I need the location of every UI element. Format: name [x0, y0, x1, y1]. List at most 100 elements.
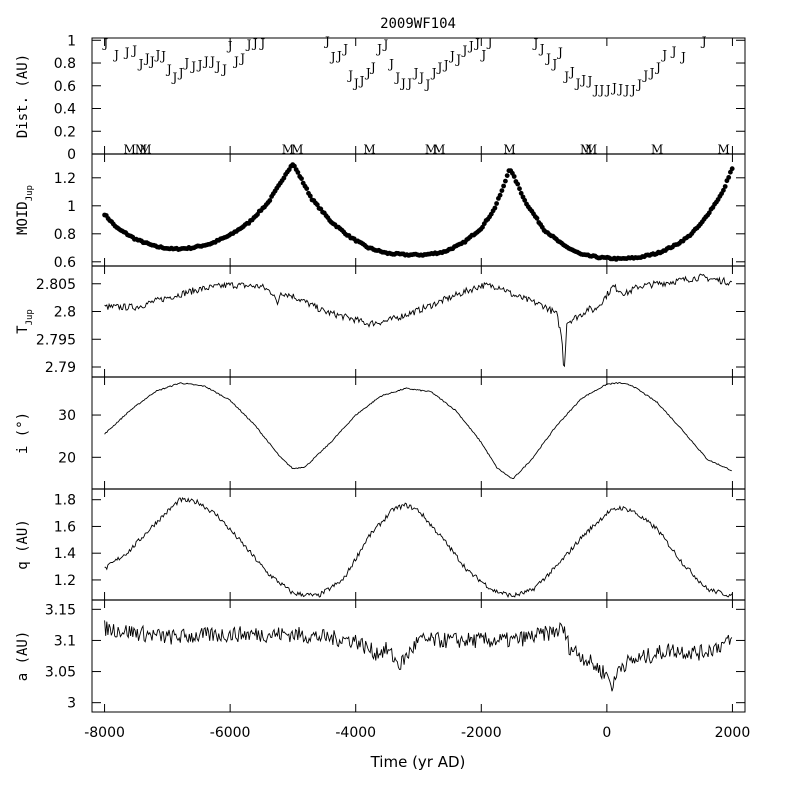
moid-point	[534, 215, 540, 221]
marker-J: J	[208, 55, 215, 69]
marker-J: J	[226, 39, 233, 53]
y-axis-label-q: q (AU)	[15, 519, 31, 570]
y-axis-label-subscript: Jup	[25, 309, 35, 325]
y-tick-label: 0	[67, 147, 76, 163]
y-axis-label-a: a (AU)	[15, 631, 31, 682]
marker-J: J	[700, 34, 707, 48]
x-tick-label: -2000	[461, 725, 502, 741]
marker-J: J	[442, 58, 449, 72]
marker-J: J	[660, 48, 667, 62]
y-tick-label: 1.2	[54, 573, 76, 589]
marker-J: J	[238, 51, 245, 65]
moid-point	[504, 173, 510, 179]
moid-point	[515, 181, 521, 187]
marker-J: J	[170, 71, 177, 85]
y-tick-label: 2.805	[36, 277, 76, 293]
marker-J: J	[393, 71, 400, 85]
marker-J: J	[123, 46, 130, 60]
marker-J: J	[568, 65, 575, 79]
marker-M: M	[718, 142, 730, 156]
moid-point	[729, 166, 735, 172]
moid-point	[511, 174, 517, 179]
marker-J: J	[137, 57, 144, 71]
marker-M: M	[503, 142, 515, 156]
marker-J: J	[479, 48, 486, 62]
y-tick-label: 0.8	[54, 227, 76, 243]
moid-point	[492, 205, 498, 211]
marker-J: J	[251, 37, 258, 51]
marker-J: J	[258, 37, 265, 51]
panel-frame	[91, 488, 746, 601]
marker-J: J	[323, 34, 330, 48]
y-tick-label: 3.1	[54, 633, 76, 649]
y-tick-label: 20	[58, 450, 76, 466]
series-line-tjup	[104, 273, 733, 368]
moid-point	[726, 175, 732, 180]
panel-a: 3 3.05 3.1 3.15 a (AU)	[15, 599, 746, 713]
y-tick-label: 30	[58, 408, 76, 424]
marker-M: M	[124, 142, 136, 156]
marker-J: J	[189, 59, 196, 73]
marker-J: J	[417, 71, 424, 85]
marker-J: J	[461, 43, 468, 57]
y-tick-label: 1.2	[54, 171, 76, 187]
marker-J: J	[182, 56, 189, 70]
marker-J: J	[143, 51, 150, 65]
moid-point	[281, 175, 287, 181]
x-tick-label: 0	[602, 725, 611, 741]
moid-point	[494, 201, 499, 206]
y-tick-label: 1.6	[54, 519, 76, 535]
marker-J: J	[202, 55, 209, 69]
y-tick-label: 3	[67, 696, 76, 712]
moid-point	[517, 186, 522, 192]
moid-point	[499, 188, 505, 194]
marker-M: M	[651, 142, 663, 156]
marker-J: J	[556, 46, 563, 60]
marker-J: J	[375, 42, 382, 56]
moid-point	[314, 202, 320, 208]
panel-moid: 0.6 0.8 1 1.2 MOIDJup	[15, 153, 746, 271]
marker-J: J	[670, 45, 677, 59]
series-line-q	[104, 496, 733, 599]
marker-J: J	[346, 68, 353, 82]
y-tick-label: 3.05	[45, 665, 76, 681]
y-axis-label-tjup: TJup	[15, 309, 35, 334]
moid-point	[503, 178, 508, 184]
panel-frame	[91, 265, 746, 378]
moid-point	[299, 176, 304, 182]
marker-J: J	[177, 66, 184, 80]
panel-incl: 20 30 i (°)	[15, 376, 746, 490]
marker-J: J	[214, 59, 221, 73]
marker-M: M	[139, 142, 151, 156]
marker-J: J	[486, 35, 493, 49]
x-tick-label: -8000	[84, 725, 125, 741]
marker-M: M	[291, 142, 303, 156]
marker-J: J	[245, 38, 252, 52]
y-tick-label: 1	[67, 199, 76, 215]
marker-J: J	[159, 49, 166, 63]
panel-q: 1.2 1.4 1.6 1.8 q (AU)	[15, 488, 746, 601]
marker-J: J	[130, 43, 137, 57]
marker-M: M	[135, 142, 147, 156]
marker-J: J	[616, 82, 623, 96]
y-tick-label: 1.4	[54, 546, 76, 562]
marker-J: J	[648, 66, 655, 80]
marker-J: J	[597, 83, 604, 97]
marker-J: J	[352, 76, 359, 90]
marker-J: J	[335, 49, 342, 63]
marker-J: J	[154, 48, 161, 62]
marker-J: J	[467, 39, 474, 53]
y-axis-label-moid: MOIDJup	[15, 185, 35, 235]
moid-point	[722, 184, 728, 189]
y-tick-label: 0.8	[54, 56, 76, 72]
y-tick-label: 0.6	[54, 79, 76, 95]
moid-point	[501, 183, 506, 189]
marker-J: J	[641, 68, 648, 82]
marker-J: J	[329, 50, 336, 64]
series-line-a	[104, 620, 733, 692]
moid-point	[307, 193, 313, 199]
moid-point	[706, 210, 712, 216]
marker-J: J	[148, 55, 155, 69]
